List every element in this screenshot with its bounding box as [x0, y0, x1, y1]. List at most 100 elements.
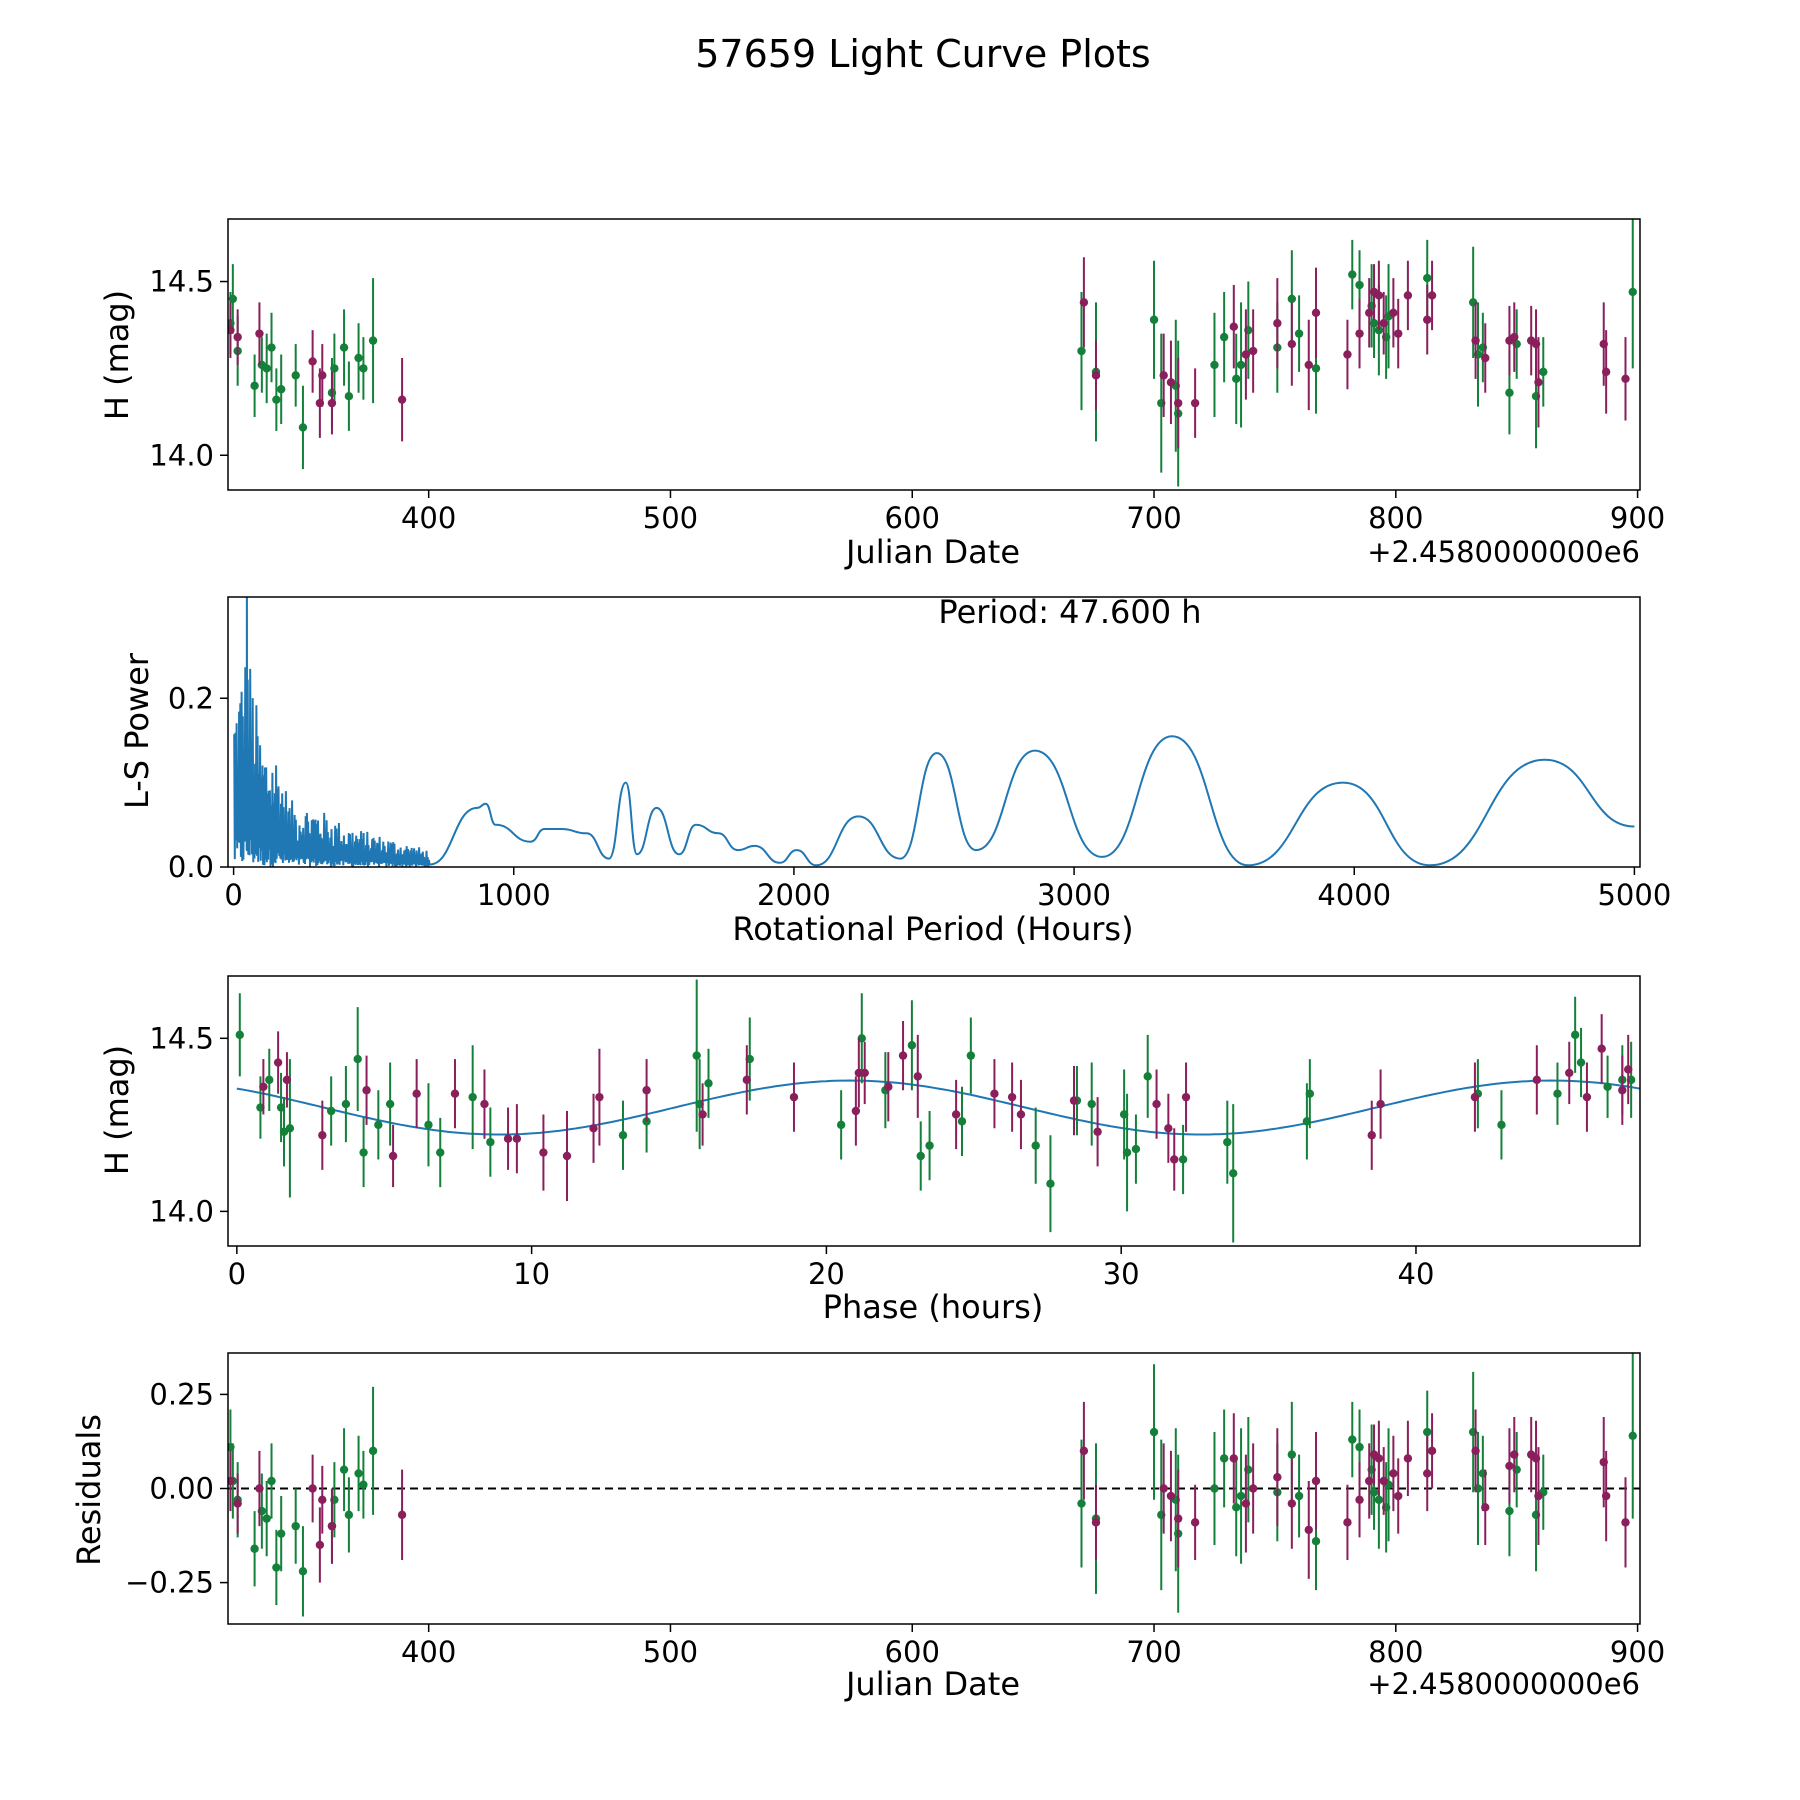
x-tick-label: 0	[224, 878, 242, 912]
x-tick-label: 800	[1368, 501, 1423, 535]
x-tick-label: 900	[1610, 501, 1665, 535]
periodogram-plot-area	[233, 597, 1635, 867]
data-point	[898, 1051, 908, 1060]
data-point	[397, 1510, 407, 1520]
phased-plot-area	[235, 979, 1640, 1243]
data-point	[291, 371, 300, 380]
data-point	[589, 1124, 598, 1133]
data-point	[1497, 1120, 1506, 1130]
x-tick-label: 600	[885, 1635, 940, 1669]
data-point	[368, 1446, 378, 1456]
data-point	[1287, 339, 1297, 349]
data-point	[273, 1058, 283, 1067]
data-point	[1166, 378, 1176, 387]
data-point	[836, 1120, 846, 1130]
data-point	[1236, 1491, 1246, 1501]
data-point	[276, 385, 286, 394]
x-tick-label: 10	[513, 1257, 550, 1291]
data-point	[1621, 1518, 1630, 1527]
x-tick-label: 0	[228, 1257, 246, 1291]
periodogram-line	[233, 597, 1635, 867]
data-point	[308, 357, 317, 366]
data-point	[1367, 1131, 1376, 1140]
data-point	[907, 1041, 917, 1050]
data-point	[1553, 1089, 1562, 1098]
data-point	[265, 1075, 274, 1085]
data-point	[595, 1092, 604, 1102]
data-point	[1348, 1435, 1357, 1444]
data-point	[966, 1051, 976, 1060]
data-point	[1376, 1099, 1385, 1109]
y-tick-label: 14.0	[149, 1194, 214, 1228]
y-tick-label: 14.5	[149, 265, 214, 299]
data-point	[1046, 1179, 1055, 1188]
data-point	[339, 1465, 349, 1474]
x-tick-label: 400	[401, 1635, 456, 1669]
data-point	[272, 395, 281, 404]
data-point	[1311, 364, 1321, 373]
data-point	[353, 1054, 362, 1064]
data-point	[1582, 1092, 1592, 1102]
data-point	[1365, 1476, 1374, 1486]
data-point	[1471, 1446, 1480, 1456]
data-point	[233, 1499, 242, 1508]
data-point	[1236, 360, 1246, 370]
data-point	[330, 364, 339, 373]
data-point	[562, 1151, 572, 1161]
data-point	[1219, 1454, 1229, 1463]
lightcurve-y-label: H (mag)	[98, 290, 136, 420]
x-tick-label: 700	[1126, 501, 1181, 535]
data-point	[1077, 1499, 1086, 1508]
periodogram-panel: Rotational Period (Hours) L-S Power Peri…	[118, 593, 1671, 948]
data-point	[1369, 319, 1379, 328]
data-point	[884, 1082, 893, 1091]
data-point	[308, 1484, 317, 1493]
data-point	[480, 1099, 489, 1109]
residuals-plot-area	[228, 1353, 1640, 1617]
data-point	[327, 1521, 337, 1531]
phased-x-label: Phase (hours)	[823, 1288, 1044, 1326]
data-point	[1241, 1499, 1251, 1508]
data-point	[318, 371, 327, 380]
data-point	[368, 336, 378, 345]
data-point	[1152, 1099, 1161, 1109]
data-point	[1311, 308, 1321, 318]
data-point	[436, 1148, 445, 1157]
x-tick-label: 700	[1126, 1635, 1181, 1669]
data-point	[1143, 1072, 1152, 1081]
data-point	[327, 398, 337, 408]
data-point	[318, 1131, 327, 1140]
data-point	[1305, 1089, 1315, 1098]
data-point	[1241, 350, 1251, 359]
data-point	[1374, 291, 1384, 300]
data-point	[1343, 350, 1352, 359]
data-point	[1131, 1144, 1141, 1154]
data-point	[1394, 329, 1403, 338]
data-point	[1618, 1086, 1627, 1095]
data-point	[1173, 398, 1183, 408]
data-point	[1423, 315, 1432, 324]
data-point	[1470, 1092, 1480, 1102]
data-point	[1079, 1446, 1089, 1456]
data-point	[1007, 1092, 1017, 1102]
data-point	[228, 294, 238, 304]
data-point	[860, 1068, 869, 1078]
data-point	[1355, 1495, 1364, 1504]
data-point	[339, 343, 349, 352]
data-point	[468, 1092, 477, 1102]
data-point	[1481, 1503, 1490, 1512]
purple-series	[228, 1401, 1630, 1583]
data-point	[1311, 1536, 1321, 1546]
data-point	[359, 1148, 368, 1157]
residuals-x-offset: +2.4580000000e6	[1367, 1667, 1640, 1701]
y-tick-label: 0.25	[149, 1377, 214, 1411]
data-point	[486, 1137, 495, 1147]
data-point	[1423, 1469, 1432, 1478]
y-tick-label: 0.00	[149, 1472, 214, 1506]
data-point	[1170, 1155, 1179, 1164]
data-point	[397, 395, 407, 404]
data-point	[642, 1117, 651, 1126]
data-point	[1570, 1030, 1580, 1040]
data-point	[1534, 378, 1543, 387]
data-point	[1229, 1454, 1239, 1463]
